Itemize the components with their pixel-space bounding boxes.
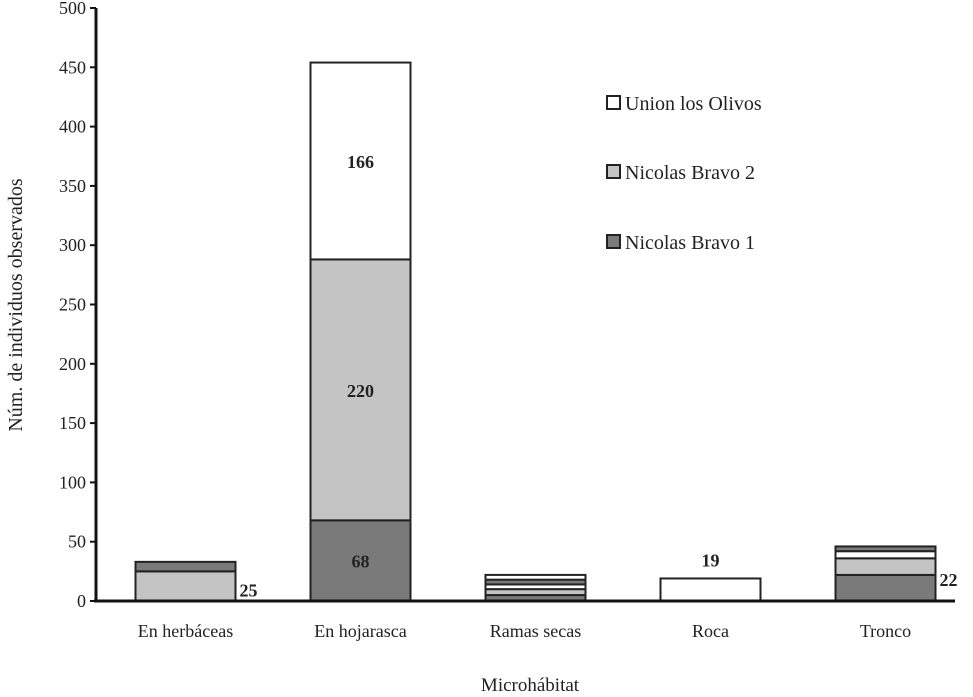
bar-segment [134,570,237,602]
y-tick-label: 100 [59,472,86,492]
data-label: 220 [347,381,374,401]
y-tick-label: 250 [59,295,86,315]
data-label: 25 [240,581,258,601]
y-axis-title: Núm. de individuos observados [5,178,27,432]
data-label: 166 [347,152,374,172]
x-tick-label: En hojarasca [314,621,406,641]
y-tick-label: 350 [59,176,86,196]
legend-label: Nicolas Bravo 1 [625,232,755,254]
bar-segment [834,573,937,603]
y-tick-label: 50 [68,532,86,552]
data-label: 68 [352,552,370,572]
bar-segment [309,258,412,522]
data-labels: 25 68 220 166 19 22 [240,152,958,601]
legend-label: Nicolas Bravo 2 [625,162,755,184]
x-axis-title: Microhábitat [481,675,580,696]
y-tick-label: 0 [77,591,86,611]
legend-swatch [606,95,621,110]
bar-segment [834,557,937,576]
y-tick-label: 400 [59,117,86,137]
bar-segment [834,550,937,560]
legend-swatch [606,164,621,179]
x-tick-label: Roca [692,621,729,641]
legend-label: Union los Olivos [625,93,762,115]
bar-segment [834,545,937,553]
y-tick-label: 450 [59,57,86,77]
data-label: 19 [702,550,720,570]
y-tick-label: 150 [59,413,86,433]
bar-segment [659,577,762,603]
x-axis-ticks: En herbáceas En hojarasca Ramas secas Roca T… [138,621,911,641]
x-tick-label: En herbáceas [138,621,233,641]
bar-segment [309,61,412,261]
bar-segment [134,560,237,573]
y-axis-ticks: 0 50 100 150 200 250 300 350 400 450 500 [59,0,96,611]
y-tick-label: 500 [59,0,86,18]
y-tick-label: 300 [59,235,86,255]
legend-swatch [606,234,621,249]
bar-area [134,61,937,603]
y-tick-label: 200 [59,354,86,374]
bar-segment [309,519,412,602]
legend: Union los Olivos Nicolas Bravo 2 Nicolas B… [606,93,762,254]
bar-segment [484,573,587,581]
data-label: 22 [940,570,958,590]
x-tick-label: Ramas secas [490,621,581,641]
x-tick-label: Tronco [860,621,911,641]
